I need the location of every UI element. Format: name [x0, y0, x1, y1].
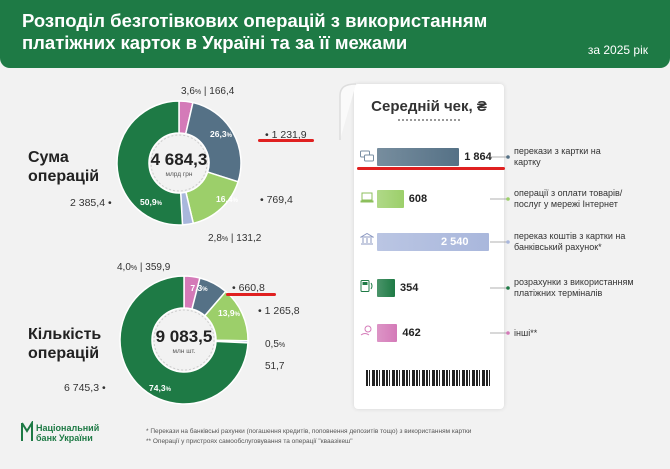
bar-desc-card-to-card: перекази з картки на картку — [514, 146, 601, 167]
barcode — [366, 370, 492, 386]
slice-percent-label: 74,3% — [149, 383, 172, 393]
avg-check-value: 608 — [408, 193, 428, 205]
chart-title-count: Кількість операцій — [28, 326, 102, 362]
avg-check-bar — [377, 279, 395, 297]
center-unit: млрд грн — [166, 171, 193, 178]
donut-slice — [116, 100, 184, 226]
avg-check-bar — [377, 148, 460, 166]
receipt-top-curl — [339, 83, 357, 140]
page-title: Розподіл безготівкових операцій з викори… — [22, 10, 488, 53]
avg-check-bar — [377, 190, 404, 208]
nbu-logo-text: Національний банк України — [36, 423, 99, 443]
pos-terminal-icon — [360, 280, 373, 292]
avg-check-bar — [377, 233, 489, 251]
slice-percent-label: 50,9% — [140, 197, 163, 207]
red-underline — [357, 167, 505, 170]
average-check-title: Середній чек, ₴ — [371, 98, 487, 115]
donut-slice — [184, 101, 242, 183]
sum-other-label: 3,6% | 166,4 — [181, 86, 235, 97]
center-total: 9 083,5 — [156, 327, 213, 346]
footnote-2: ** Операції у пристроях самообслуговуван… — [146, 438, 353, 445]
sum-card-to-card-label: • 1 231,9 — [265, 129, 307, 141]
red-underline — [226, 293, 276, 296]
bar-desc-internet: операції з оплати товарів/ послуг у мере… — [514, 188, 623, 209]
inner-ring — [153, 309, 215, 371]
avg-check-value: 1 864 — [464, 151, 492, 163]
center-total: 4 684,3 — [151, 150, 208, 169]
card-transfer-icon — [360, 150, 374, 162]
bar-desc-terminals: розрахунки з використанням платіжних тер… — [514, 277, 634, 298]
sum-internet-label: • 769,4 — [260, 194, 293, 206]
slice-percent-label: 16,4% — [216, 194, 239, 204]
avg-check-value: 462 — [402, 327, 421, 339]
count-terminals-label: 6 745,3 • — [64, 382, 106, 394]
avg-check-value: 2 540 — [441, 236, 469, 248]
hand-coin-icon — [360, 325, 372, 336]
donut-slice — [119, 275, 249, 405]
count-other-label: 4,0% | 359,9 — [117, 262, 171, 273]
red-underline — [258, 139, 314, 142]
title-divider — [398, 119, 460, 121]
bar-desc-to-account: переказ коштів з картки на банківський р… — [514, 231, 626, 252]
bank-icon — [360, 233, 374, 245]
count-to-account-value: 51,7 — [265, 361, 285, 372]
count-internet-label: • 1 265,8 — [258, 305, 300, 317]
sum-terminals-label: 2 385,4 • — [70, 197, 112, 209]
header-banner: Розподіл безготівкових операцій з викори… — [0, 0, 670, 68]
chart-title-sum: Сума операцій — [28, 149, 100, 185]
footnote-1: * Перекази на банківські рахунки (погаше… — [146, 428, 472, 435]
laptop-icon — [360, 192, 374, 203]
logo-line-2: банк України — [36, 433, 93, 443]
period-label: за 2025 рік — [587, 43, 648, 57]
count-card-to-card-label: • 660,8 — [232, 282, 265, 294]
sum-to-account-label: 2,8% | 131,2 — [208, 233, 262, 244]
avg-check-value: 354 — [400, 282, 419, 294]
slice-percent-label: 13,9% — [218, 308, 241, 318]
count-to-account-pct: 0,5% — [265, 339, 286, 350]
slice-percent-label: 7,3% — [190, 283, 208, 293]
avg-check-bar — [377, 324, 398, 342]
logo-line-1: Національний — [36, 423, 100, 433]
slice-percent-label: 26,3% — [210, 129, 233, 139]
nbu-logo-icon — [21, 421, 33, 441]
center-unit: млн шт. — [173, 348, 196, 355]
bar-desc-other: інші** — [514, 328, 538, 338]
inner-ring — [150, 134, 208, 192]
